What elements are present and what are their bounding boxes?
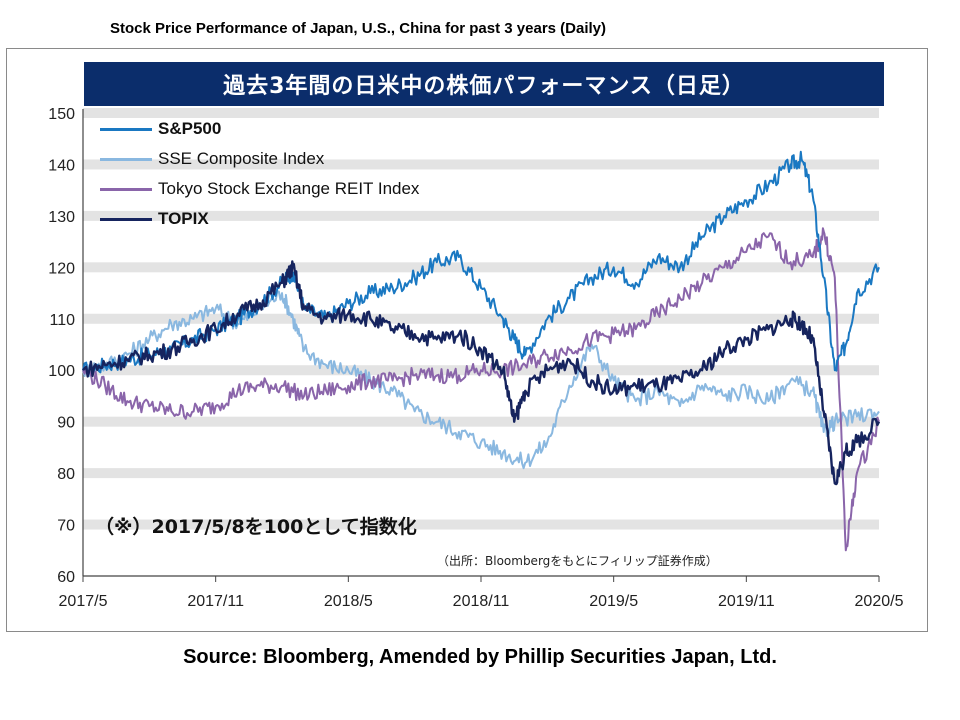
grid-band [83, 159, 879, 170]
legend-swatch-reit [100, 187, 152, 191]
y-tick-label: 80 [57, 466, 75, 483]
data-credit: （出所：Bloombergをもとにフィリップ証券作成） [437, 553, 718, 568]
legend-label-sp500: S&P500 [158, 119, 222, 138]
y-tick-label: 120 [48, 260, 75, 277]
grid-band [83, 313, 879, 324]
x-tick-label: 2018/11 [453, 593, 510, 610]
series-line [82, 290, 880, 470]
chart-legend: S&P500 SSE Composite Index Tokyo Stock E… [100, 114, 570, 234]
page-title: Stock Price Performance of Japan, U.S., … [110, 20, 607, 37]
chart-annotations: （※）2017/5/8を100として指数化 （出所：Bloombergをもとにフィ… [95, 515, 718, 568]
x-tick-label: 2019/5 [589, 593, 638, 610]
legend-label-sse: SSE Composite Index [158, 149, 325, 168]
series-line [82, 260, 881, 486]
x-tick-label: 2017/11 [187, 593, 244, 610]
grid-band [83, 210, 879, 221]
x-tick-label: 2018/5 [324, 593, 373, 610]
x-tick-label: 2017/5 [59, 593, 108, 610]
series-line [82, 227, 880, 552]
grid-band [83, 519, 879, 530]
legend-item-sse: SSE Composite Index [100, 144, 570, 174]
y-tick-label: 140 [48, 157, 75, 174]
y-axis-ticks: 60 70 80 90 100 110 120 130 140 150 [48, 106, 75, 586]
grid-band [83, 262, 879, 273]
chart-title-banner: 過去3年間の日米中の株価パフォーマンス（日足） [84, 62, 884, 106]
x-axis-ticks: 2017/5 2017/11 2018/5 2018/11 2019/5 2019/11 2… [59, 576, 904, 610]
legend-item-topix: TOPIX [100, 204, 570, 234]
x-tick-label: 2019/11 [718, 593, 775, 610]
grid-band [83, 416, 879, 427]
legend-label-topix: TOPIX [158, 209, 209, 228]
chart-axes [82, 109, 879, 577]
legend-item-sp500: S&P500 [100, 114, 570, 144]
series-lines [82, 150, 881, 552]
y-tick-label: 100 [48, 363, 75, 380]
legend-label-reit: Tokyo Stock Exchange REIT Index [158, 179, 420, 198]
y-tick-label: 110 [49, 312, 75, 329]
y-tick-label: 150 [48, 106, 75, 123]
y-tick-label: 60 [57, 569, 75, 586]
y-tick-label: 90 [57, 415, 75, 432]
legend-swatch-sse [100, 157, 152, 161]
y-tick-label: 130 [48, 209, 75, 226]
legend-item-reit: Tokyo Stock Exchange REIT Index [100, 174, 570, 204]
chart-frame: 60 70 80 90 100 110 120 130 140 150 2017/5 2017/11… [6, 48, 928, 632]
grid-band [83, 108, 879, 118]
grid-band [83, 468, 879, 479]
index-note: （※）2017/5/8を100として指数化 [95, 515, 417, 538]
source-note: Source: Bloomberg, Amended by Phillip Se… [183, 646, 777, 668]
x-tick-label: 2020/5 [855, 593, 904, 610]
y-tick-label: 70 [57, 518, 75, 535]
legend-swatch-topix [100, 217, 152, 221]
legend-swatch-sp500 [100, 127, 152, 131]
chart-canvas: 60 70 80 90 100 110 120 130 140 150 2017/5 2017/11… [48, 106, 904, 610]
